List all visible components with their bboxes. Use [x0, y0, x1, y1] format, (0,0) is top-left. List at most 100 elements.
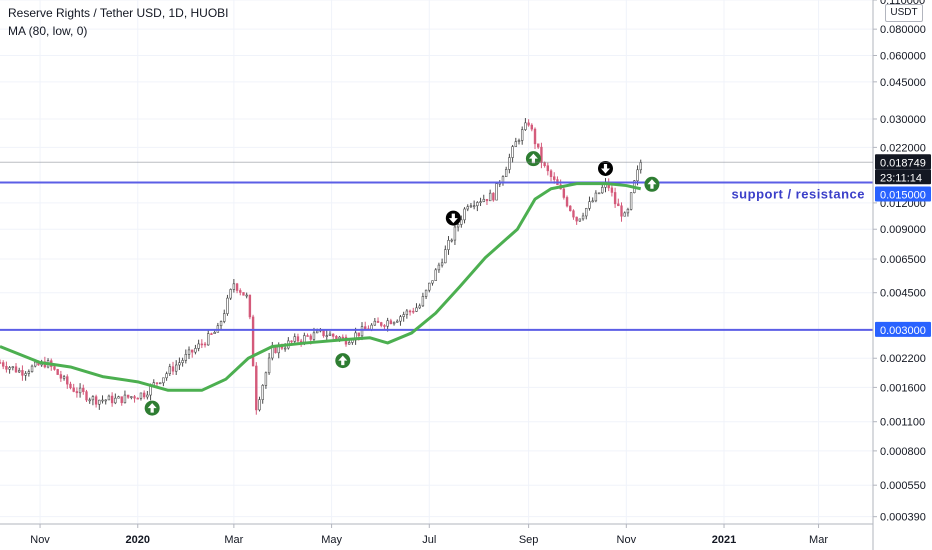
- time-tick-label: Nov: [617, 534, 637, 546]
- candle-body: [636, 169, 639, 182]
- candle-body: [376, 320, 380, 323]
- candle-body: [444, 249, 447, 264]
- candle-body: [162, 377, 165, 384]
- candle-body: [255, 365, 258, 411]
- candle-body: [142, 392, 146, 398]
- candle-body: [581, 215, 585, 220]
- candle-body: [601, 187, 604, 194]
- arrow-up-icon: [644, 176, 660, 192]
- candle-body: [88, 399, 91, 402]
- candle-body: [553, 176, 556, 180]
- candle-body: [469, 205, 473, 208]
- candle-body: [588, 201, 591, 209]
- candle-body: [114, 397, 117, 404]
- price-tick-label: 0.001600: [880, 382, 926, 394]
- candle-body: [520, 129, 524, 141]
- price-tick-label: 0.060000: [880, 51, 926, 63]
- price-tick-label: 0.000550: [880, 480, 926, 492]
- candle-body: [187, 349, 191, 355]
- candle-body: [386, 320, 389, 327]
- candle-body: [191, 349, 194, 353]
- candle-body: [293, 336, 296, 342]
- candle-body: [168, 366, 171, 374]
- indicator-label[interactable]: MA (80, low, 0): [8, 24, 88, 38]
- candle-body: [389, 320, 393, 325]
- candle-body: [171, 366, 175, 372]
- candle-body: [235, 283, 239, 291]
- candle-body: [331, 333, 335, 337]
- candle-body: [303, 335, 306, 343]
- candle-body: [178, 362, 181, 366]
- candle-body: [136, 397, 139, 400]
- candle-body: [453, 226, 457, 241]
- price-tick-label: 0.000800: [880, 446, 926, 458]
- candle-body: [194, 348, 197, 353]
- candle-body: [264, 372, 268, 386]
- candle-body: [82, 387, 85, 392]
- candle-body: [440, 262, 444, 266]
- candle-body: [418, 305, 421, 309]
- candle-body: [610, 187, 614, 193]
- candle-body: [200, 343, 204, 346]
- price-tick-label: 0.030000: [880, 114, 926, 126]
- candle-body: [335, 336, 338, 339]
- candle-body: [66, 376, 69, 385]
- candle-body: [85, 391, 88, 401]
- price-tick-label: 0.022000: [880, 142, 926, 154]
- candle-body: [492, 192, 495, 201]
- candle-body: [306, 335, 309, 337]
- candle-body: [59, 374, 63, 379]
- candle-body: [78, 387, 82, 394]
- candle-body: [104, 399, 107, 402]
- candle-body: [431, 280, 434, 284]
- price-tick-label: 0.110000: [880, 0, 925, 7]
- candle-body: [569, 205, 572, 212]
- candle-body: [219, 321, 223, 327]
- currency-button[interactable]: USDT: [885, 4, 923, 22]
- candle-body: [623, 212, 626, 217]
- candle-body: [549, 170, 553, 178]
- candle-body: [315, 330, 319, 334]
- candle-body: [207, 333, 210, 346]
- candle-body: [479, 201, 482, 203]
- candle-body: [629, 192, 633, 210]
- candle-body: [408, 310, 412, 313]
- candle-body: [72, 387, 75, 392]
- time-tick-label: 2020: [126, 534, 150, 546]
- candle-body: [175, 364, 178, 372]
- time-tick-label: Sep: [519, 534, 539, 546]
- candle-body: [447, 240, 450, 250]
- candle-body: [347, 342, 351, 345]
- candle-body: [117, 396, 120, 399]
- candle-body: [223, 313, 226, 322]
- arrow-up-icon: [335, 353, 351, 369]
- candle-body: [495, 183, 498, 201]
- candle-body: [0, 362, 2, 364]
- candle-body: [296, 336, 300, 342]
- candle-body: [181, 360, 184, 363]
- time-tick-label: Nov: [30, 534, 50, 546]
- candle-body: [21, 370, 24, 376]
- candle-body: [504, 169, 508, 177]
- candle-body: [98, 399, 101, 405]
- candle-body: [309, 335, 312, 340]
- arrow-down-icon: [445, 210, 461, 226]
- candle-body: [251, 316, 255, 367]
- candle-body: [383, 325, 386, 327]
- price-tick-label: 0.006500: [880, 254, 926, 266]
- upper-level-label: 0.015000: [880, 189, 926, 201]
- candle-body: [626, 209, 630, 214]
- candle-body: [527, 122, 530, 126]
- candle-body: [537, 143, 540, 148]
- candle-body: [415, 307, 418, 312]
- candle-body: [428, 282, 431, 291]
- candle-body: [460, 219, 463, 225]
- candle-body: [239, 290, 242, 293]
- candle-body: [261, 385, 264, 400]
- candle-body: [546, 165, 550, 172]
- symbol-title[interactable]: Reserve Rights / Tether USD, 1D, HUOBI: [8, 6, 229, 20]
- upper-level-label-bg: [875, 186, 931, 202]
- candle-body: [107, 395, 111, 401]
- price-axis[interactable]: [873, 0, 932, 550]
